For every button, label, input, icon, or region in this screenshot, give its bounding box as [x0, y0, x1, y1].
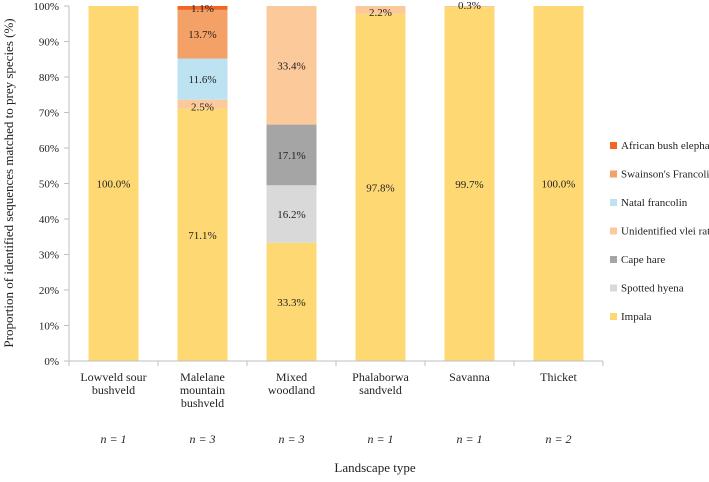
data-label: 97.8% [366, 182, 394, 194]
legend-label: Swainson's Francolin [621, 169, 709, 181]
legend-swatch [610, 256, 617, 263]
bar-segment [177, 6, 228, 10]
y-tick-label: 20% [39, 285, 59, 297]
bar-segment [266, 124, 317, 186]
bar-segment [266, 185, 317, 243]
bar-segment [355, 13, 406, 362]
data-label: 13.7% [188, 29, 216, 41]
legend-label: Spotted hyena [621, 283, 684, 295]
y-tick-label: 40% [39, 214, 59, 226]
x-tick-label: Lowveld sour [80, 370, 146, 384]
y-tick-label: 30% [39, 250, 59, 262]
legend-label: Natal francolin [621, 197, 688, 209]
x-tick-label: woodland [268, 383, 315, 397]
y-tick-label: 0% [44, 356, 59, 368]
data-label: 16.2% [277, 209, 305, 221]
y-tick-label: 10% [39, 321, 59, 333]
y-tick-label: 90% [39, 37, 59, 49]
legend-label: African bush elephant [621, 140, 709, 152]
y-tick-label: 50% [39, 179, 59, 191]
legend-swatch [610, 313, 617, 320]
y-tick-label: 100% [33, 1, 59, 13]
axes-layer: 0% 10% 20% 30% 40% 50% 60% 70% 80% 90% 100% Lowveld… [33, 1, 604, 446]
data-label: 33.4% [277, 60, 305, 72]
legend: African bush elephant Swainson's Francoli… [610, 140, 709, 323]
x-tick-label: Savanna [449, 370, 490, 384]
data-label: 33.3% [277, 297, 305, 309]
data-label: 2.5% [191, 102, 214, 114]
x-tick-label: bushveld [92, 383, 135, 397]
sample-size-label: n = 2 [545, 432, 571, 446]
bars-layer [88, 6, 584, 362]
y-tick-label: 80% [39, 72, 59, 84]
data-label: 2.2% [369, 7, 392, 19]
sample-size-label: n = 1 [456, 432, 482, 446]
legend-swatch [610, 227, 617, 235]
y-tick-label: 70% [39, 108, 59, 120]
x-tick-label: bushveld [181, 396, 224, 410]
data-label: 1.1% [191, 3, 214, 15]
bar-segment [266, 242, 317, 361]
x-tick-label: Thicket [540, 370, 577, 384]
bar-segment [177, 58, 228, 100]
sample-size-label: n = 1 [367, 432, 393, 446]
sample-size-label: n = 1 [100, 432, 126, 446]
legend-label: Impala [621, 311, 652, 323]
bar-segment [88, 6, 139, 361]
bar-segment [444, 6, 495, 8]
legend-label: Unidentified vlei rat sp. [621, 226, 709, 238]
data-label: 11.6% [188, 74, 216, 86]
bar-segment [355, 6, 406, 14]
data-label: 100.0% [542, 179, 576, 191]
legend-swatch [610, 142, 617, 149]
bar-segment [444, 7, 495, 361]
x-tick-label: sandveld [359, 383, 402, 397]
sample-size-label: n = 3 [278, 432, 304, 446]
x-tick-label: Mixed [276, 370, 307, 384]
bar-segment [533, 6, 584, 361]
data-label: 71.1% [188, 230, 216, 242]
data-label: 99.7% [455, 179, 483, 191]
x-tick-label: Malelane [180, 370, 225, 384]
bar-segment [177, 99, 228, 109]
x-tick-label: Phalaborwa [352, 370, 409, 384]
legend-label: Cape hare [621, 254, 665, 266]
data-label: 100.0% [97, 179, 131, 191]
x-axis-title: Landscape type [334, 460, 415, 475]
data-label: 0.3% [458, 0, 481, 12]
bar-segment [177, 9, 228, 59]
x-tick-label: mountain [180, 383, 225, 397]
bar-segment [266, 6, 317, 125]
legend-swatch [610, 199, 617, 206]
sample-size-label: n = 3 [189, 432, 215, 446]
legend-swatch [610, 170, 617, 178]
y-axis-title: Proportion of identified sequences match… [1, 18, 16, 347]
data-label: 17.1% [277, 150, 305, 162]
y-tick-label: 60% [39, 143, 59, 155]
data-labels-layer: 100.0% 71.1% 2.5% 11.6% 13.7% 1.1% 33.3% 16.2% 1… [97, 0, 576, 309]
legend-swatch [610, 284, 617, 292]
bar-segment [177, 108, 228, 361]
